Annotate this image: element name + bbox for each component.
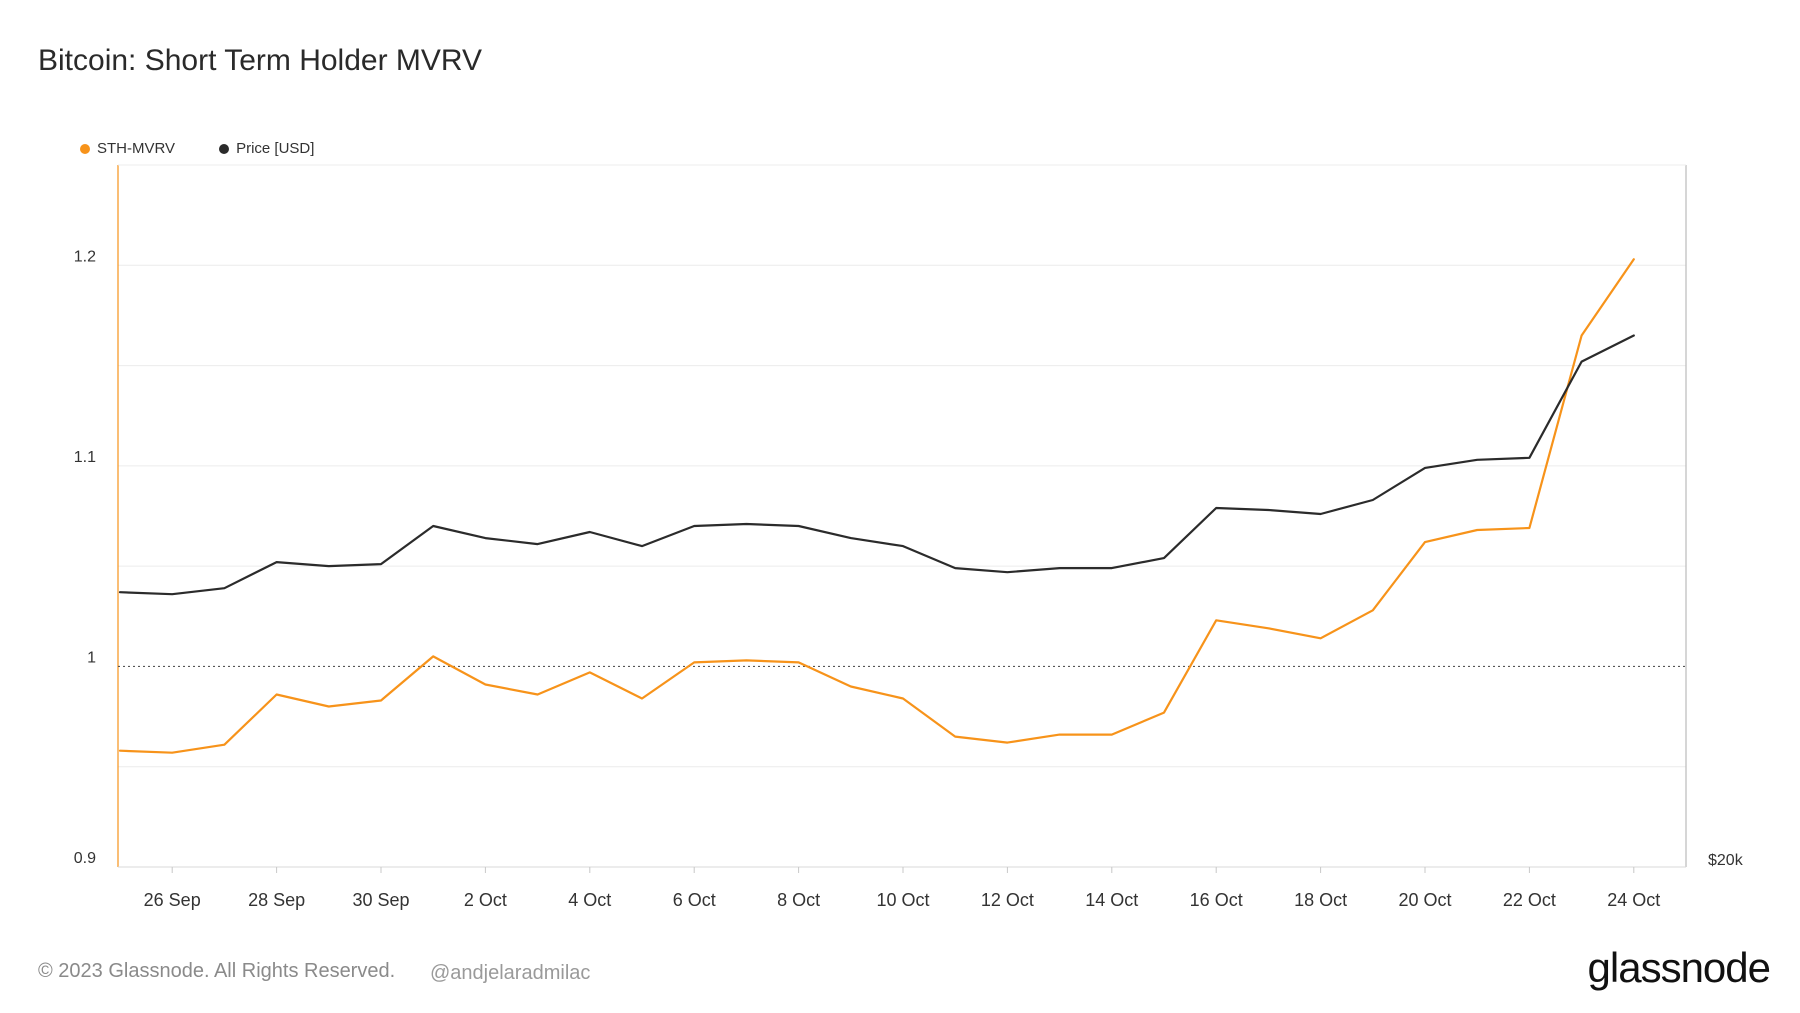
x-tick-label: 14 Oct [1085,890,1138,910]
legend-label-price: Price [USD] [236,140,315,157]
series-line-sth-mvrv [118,258,1635,754]
x-tick-label: 10 Oct [876,890,929,910]
x-tick-label: 2 Oct [464,890,507,910]
y-tick-label: 1.2 [74,248,96,265]
legend-item-price[interactable]: Price [USD] [219,140,314,157]
x-tick-label: 22 Oct [1503,890,1556,910]
x-tick-label: 28 Sep [248,890,305,910]
x-tick-label: 16 Oct [1190,890,1243,910]
y-tick-label: 1 [87,649,96,666]
x-tick-label: 6 Oct [673,890,716,910]
x-tick-label: 12 Oct [981,890,1034,910]
series-line-price [118,334,1635,596]
x-tick-label: 8 Oct [777,890,820,910]
legend: STH-MVRV Price [USD] [80,140,314,157]
author-handle: @andjelaradmilac [430,962,591,984]
legend-label-sth-mvrv: STH-MVRV [97,140,176,157]
y-tick-label: 0.9 [74,850,96,867]
y-tick-label: 1.1 [74,449,96,466]
legend-item-sth-mvrv[interactable]: STH-MVRV [80,140,175,157]
glassnode-logo: glassnode [1587,944,1771,991]
x-tick-label: 20 Oct [1398,890,1451,910]
x-tick-label: 26 Sep [144,890,201,910]
copyright-text: © 2023 Glassnode. All Rights Reserved. [38,960,396,982]
x-tick-label: 4 Oct [568,890,611,910]
chart: 0.9 1.1 1.2 1 $20k 26 Sep 28 Sep 30 Sep 2 Oct 4 O… [74,164,1744,910]
legend-dot-price [219,143,230,154]
x-tick-label: 24 Oct [1607,890,1660,910]
y-right-tick-label: $20k [1708,852,1744,869]
legend-dot-sth-mvrv [80,143,90,154]
x-tick-label: 18 Oct [1294,890,1347,910]
x-tick-label: 30 Sep [352,890,409,910]
page-title: Bitcoin: Short Term Holder MVRV [38,44,483,77]
